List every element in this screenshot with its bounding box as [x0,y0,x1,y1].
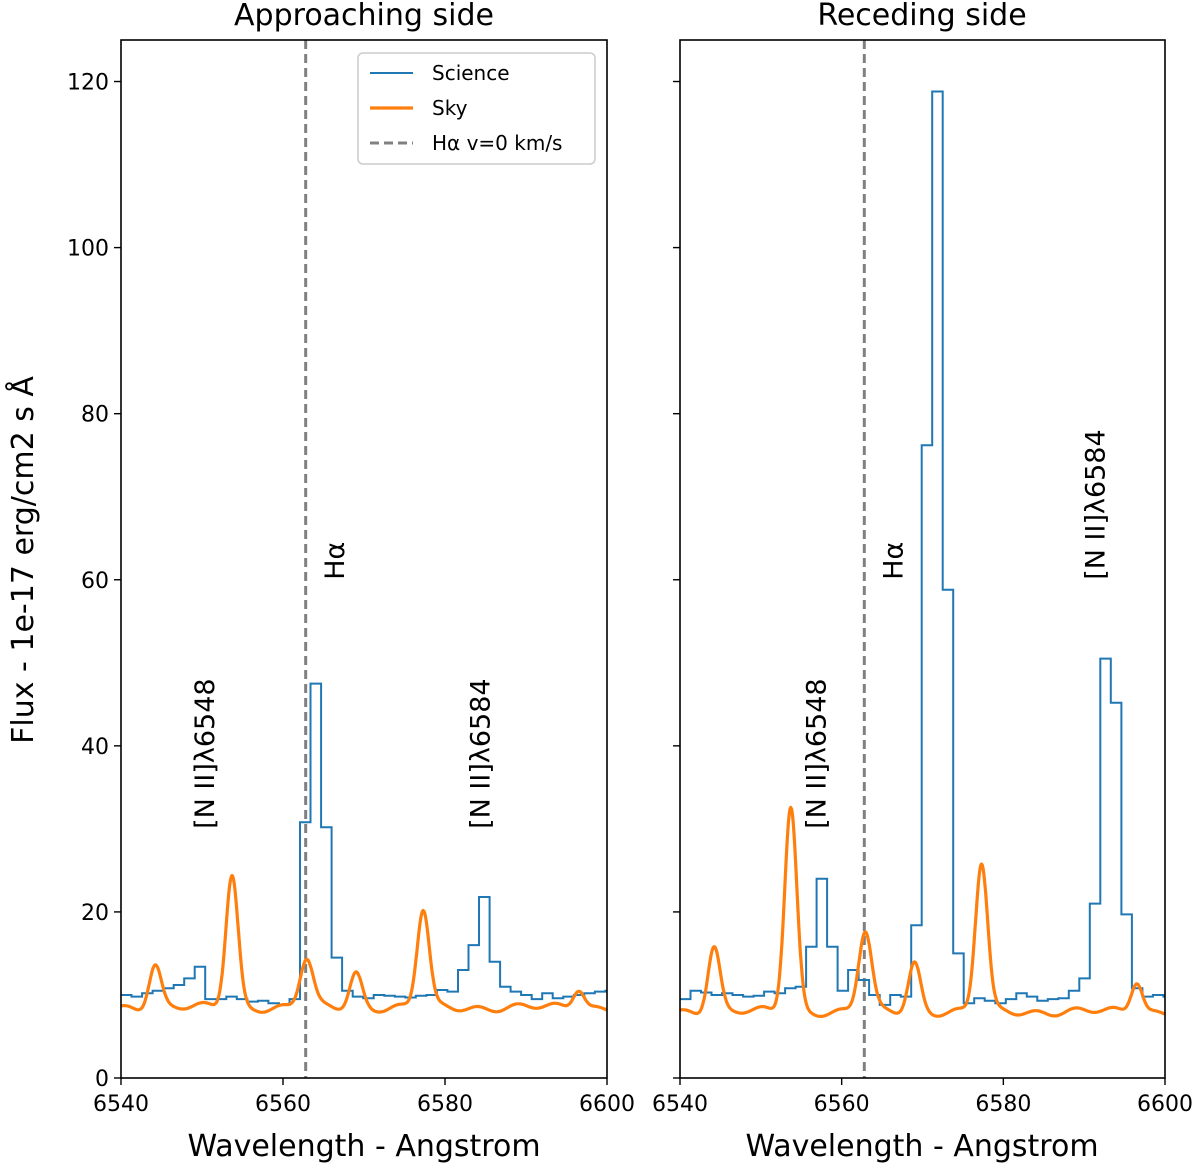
approaching-side-y-axis: 0 20 40 60 80 100 120 [67,71,121,1092]
receding-side-x-axis: 6540 6560 6580 6600 [652,1078,1193,1117]
sky-series-receding [679,805,1166,1018]
y-tick-label: 80 [81,403,109,428]
line-annotation: [N II]λ6548 [190,678,221,828]
x-axis-label-receding: Wavelength - Angstrom [745,1129,1098,1164]
approaching-side-plot-area [120,40,608,1078]
line-annotation: [N II]λ6584 [1080,429,1111,579]
y-tick-label: 20 [81,901,109,926]
receding-side-panel: Receding side 6540 6560 6580 6600 Wavelengt… [652,0,1193,1164]
y-axis-label: Flux - 1e-17 erg/cm2 s Å [5,376,41,744]
legend-science-label: Science [432,61,510,85]
x-tick-label: 6600 [1137,1092,1193,1117]
y-tick-label: 120 [67,71,109,96]
approaching-side-frame [120,39,608,1079]
science-series-receding [680,90,1165,1006]
receding-side-annotations: [N II]λ6548 Hα [N II]λ6584 [802,429,1112,829]
receding-side-y-axis [673,80,680,1079]
x-tick-label: 6580 [417,1092,473,1117]
x-axis-label-approaching: Wavelength - Angstrom [187,1129,540,1164]
panel-title-approaching: Approaching side [234,0,494,33]
sky-series-approaching [120,873,608,1014]
approaching-side-panel: Approaching side 6540 6560 6580 6600 0 20 40 6… [5,0,635,1164]
legend-box [357,52,596,165]
line-annotation: Hα [320,542,351,580]
x-tick-label: 6540 [652,1092,708,1117]
panel-title-receding: Receding side [817,0,1026,33]
x-tick-label: 6600 [579,1092,635,1117]
science-series-approaching [121,682,607,1006]
approaching-side-annotations: [N II]λ6548 Hα [N II]λ6584 [190,542,496,829]
x-tick-label: 6560 [255,1092,311,1117]
y-tick-label: 40 [81,735,109,760]
y-tick-label: 0 [95,1067,109,1092]
legend-halpha-label: Hα v=0 km/s [432,131,562,155]
x-tick-label: 6580 [975,1092,1031,1117]
receding-side-frame [679,39,1166,1079]
line-annotation: Hα [878,542,909,580]
approaching-side-x-axis: 6540 6560 6580 6600 [93,1078,635,1117]
y-tick-label: 100 [67,237,109,262]
y-tick-label: 60 [81,569,109,594]
line-annotation: [N II]λ6584 [466,678,497,828]
x-tick-label: 6540 [93,1092,149,1117]
receding-side-plot-area [679,40,1166,1078]
legend-sky-label: Sky [432,96,468,120]
line-annotation: [N II]λ6548 [802,678,833,828]
x-tick-label: 6560 [814,1092,870,1117]
legend: Science Sky Hα v=0 km/s [357,52,596,165]
